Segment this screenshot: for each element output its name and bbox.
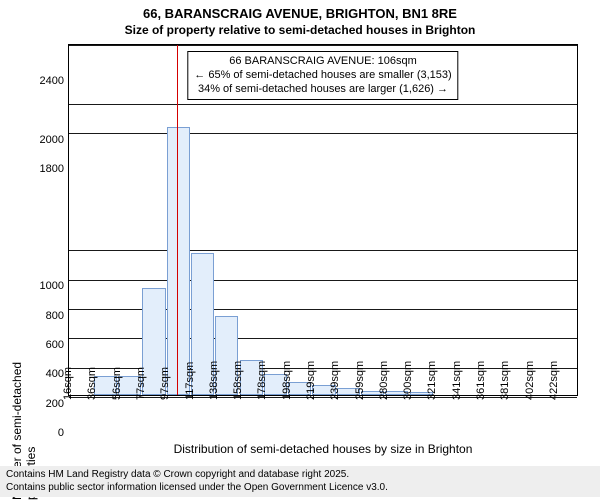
page-title: 66, BARANSCRAIG AVENUE, BRIGHTON, BN1 8R… xyxy=(0,0,600,21)
x-tick-label: 219sqm xyxy=(305,361,317,400)
x-tick-label: 402sqm xyxy=(524,361,536,400)
histogram-bar xyxy=(167,127,190,395)
x-tick-label: 321sqm xyxy=(426,361,438,400)
x-tick-label: 381sqm xyxy=(499,361,511,400)
gridline xyxy=(69,45,577,46)
x-tick-label: 280sqm xyxy=(378,361,390,400)
x-tick-label: 117sqm xyxy=(184,362,196,400)
y-tick-label: 2000 xyxy=(0,134,64,146)
credit-line-2: Contains public sector information licen… xyxy=(6,482,594,495)
x-tick-label: 158sqm xyxy=(232,361,244,400)
x-tick-label: 239sqm xyxy=(329,361,341,400)
y-tick-label: 1000 xyxy=(0,280,64,292)
y-tick-label: 2400 xyxy=(0,75,64,87)
x-tick-label: 361sqm xyxy=(475,361,487,400)
callout-line2: ← 65% of semi-detached houses are smalle… xyxy=(194,69,451,83)
x-axis-label: Distribution of semi-detached houses by … xyxy=(68,442,578,456)
page-subtitle: Size of property relative to semi-detach… xyxy=(0,21,600,37)
gridline xyxy=(69,133,577,134)
gridline xyxy=(69,280,577,281)
x-tick-label: 259sqm xyxy=(354,361,366,400)
x-tick-label: 56sqm xyxy=(111,367,123,400)
gridline xyxy=(69,250,577,251)
chart-plot-area: 66 BARANSCRAIG AVENUE: 106sqm← 65% of se… xyxy=(68,44,578,396)
x-tick-label: 77sqm xyxy=(135,367,147,400)
credit-footer: Contains HM Land Registry data © Crown c… xyxy=(0,466,600,497)
x-tick-label: 178sqm xyxy=(256,361,268,400)
x-tick-label: 36sqm xyxy=(86,367,98,400)
credit-line-1: Contains HM Land Registry data © Crown c… xyxy=(6,469,594,482)
callout-line3: 34% of semi-detached houses are larger (… xyxy=(194,83,451,97)
gridline xyxy=(69,104,577,105)
marker-line xyxy=(177,45,178,395)
callout-box: 66 BARANSCRAIG AVENUE: 106sqm← 65% of se… xyxy=(187,51,458,100)
x-tick-label: 97sqm xyxy=(159,367,171,400)
x-tick-label: 198sqm xyxy=(281,361,293,400)
x-tick-label: 138sqm xyxy=(208,361,220,400)
x-tick-labels: 16sqm36sqm56sqm77sqm97sqm117sqm138sqm158… xyxy=(68,398,578,442)
x-tick-label: 341sqm xyxy=(451,361,463,400)
callout-line1: 66 BARANSCRAIG AVENUE: 106sqm xyxy=(194,55,451,69)
x-tick-label: 422sqm xyxy=(548,361,560,400)
y-tick-label: 1800 xyxy=(0,163,64,175)
x-tick-label: 300sqm xyxy=(402,361,414,400)
x-tick-label: 16sqm xyxy=(62,367,74,400)
